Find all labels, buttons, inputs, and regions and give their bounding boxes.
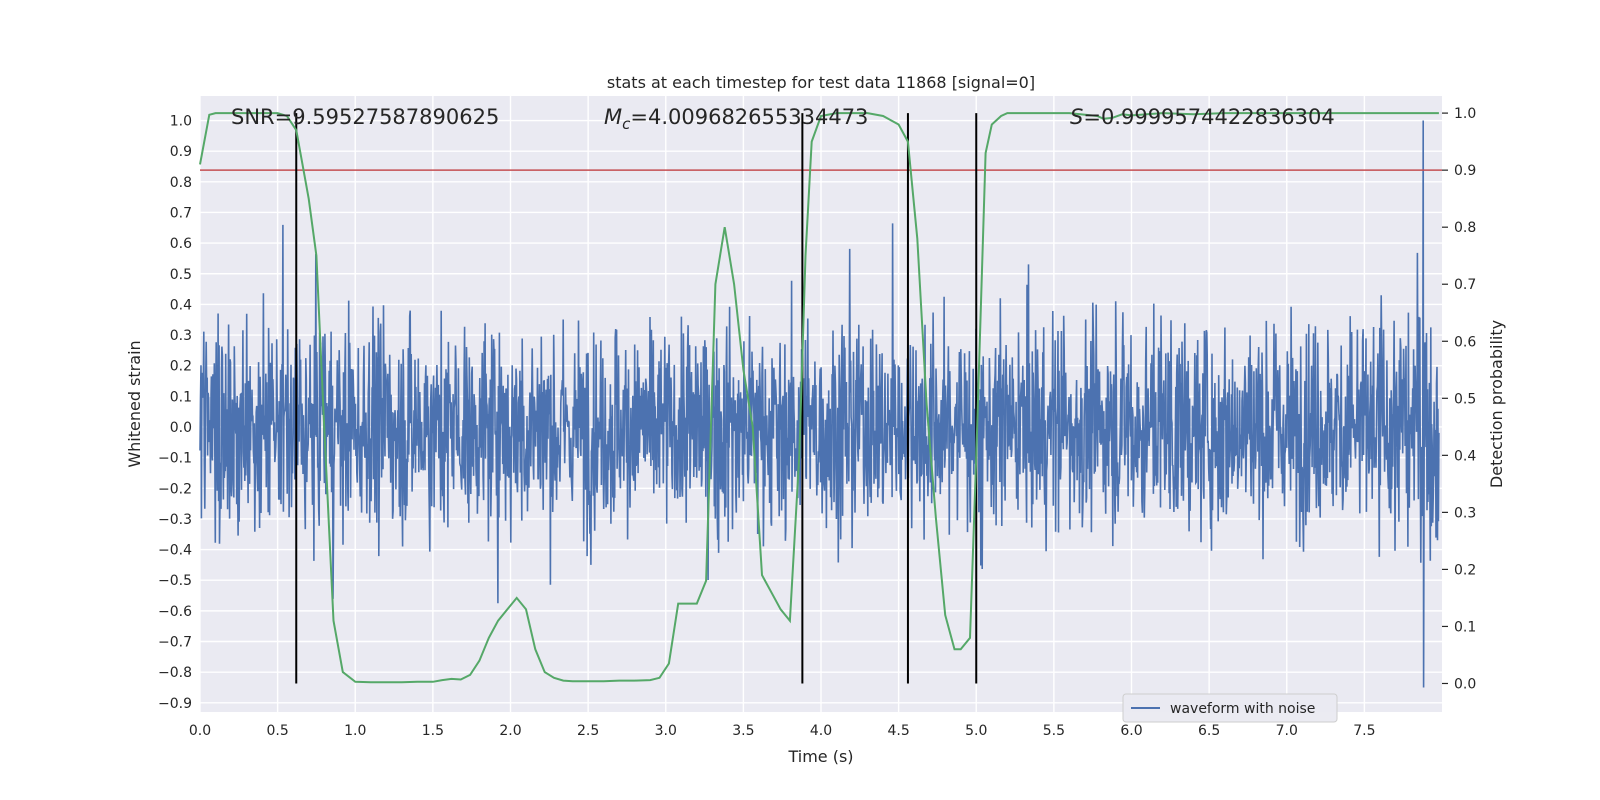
s-annotation: S=0.9999574422836304 [1070,105,1335,129]
x-tick-label: 3.0 [655,723,677,739]
mc-value: =4.009682655334473 [630,105,868,129]
detection-probability-series [199,112,1439,684]
mc-symbol: M [604,105,622,129]
x-tick-label: 3.5 [732,723,754,739]
x-tick-label: 4.5 [887,723,909,739]
x-tick-label: 6.5 [1198,723,1220,739]
x-tick-label: 1.5 [422,723,444,739]
legend: waveform with noise [1122,693,1338,723]
y-tick-label: 0.9 [170,144,192,160]
y-right-tick-label: 0.0 [1454,676,1476,692]
mc-subscript: c [622,115,631,133]
x-tick-label: 7.5 [1353,723,1375,739]
y-tick-label: −0.4 [158,543,192,559]
y-tick-label: 0.8 [170,175,192,191]
y-tick-label: −0.7 [158,635,192,651]
x-tick-label: 0.5 [266,723,288,739]
y-right-tick-label: 0.6 [1454,334,1476,350]
y-tick-label: 0.2 [170,359,192,375]
y-right-tick-label: 0.9 [1454,163,1476,179]
x-tick-label: 6.0 [1120,723,1142,739]
y-tick-label: −0.1 [158,451,192,467]
y-tick-label: 0.0 [170,420,192,436]
vertical-lines [295,113,978,684]
y-tick-label: 0.3 [170,328,192,344]
x-axis-ticks: 0.0 0.5 1.0 1.5 2.0 2.5 3.0 3.5 4.0 4.5 5.0 5.5 6.0 6… [189,723,1376,739]
x-tick-label: 2.0 [499,723,521,739]
x-tick-label: 1.0 [344,723,366,739]
legend-label: waveform with noise [1170,701,1315,717]
y-tick-label: 0.1 [170,389,192,405]
y-right-tick-label: 0.2 [1454,562,1476,578]
y-right-axis-label: Detection probability [1487,320,1506,488]
y-right-tick-label: 1.0 [1454,106,1476,122]
mc-annotation: Mc=4.009682655334473 [604,105,868,133]
y-right-tick-label: 0.8 [1454,220,1476,236]
y-tick-label: −0.2 [158,481,192,497]
x-tick-label: 0.0 [189,723,211,739]
y-tick-label: −0.6 [158,604,192,620]
waveform-trace [199,120,1440,688]
y-tick-label: 0.6 [170,236,192,252]
s-symbol: S [1070,105,1083,129]
y-right-tick-label: 0.4 [1454,448,1476,464]
y-axis-ticks: 1.0 0.9 0.8 0.7 0.6 0.5 0.4 0.3 0.2 0.1 0.0 −0.1 −0.… [158,114,192,712]
y-tick-label: 1.0 [170,114,192,130]
y-right-tick-label: 0.5 [1454,391,1476,407]
y-right-tick-label: 0.1 [1454,619,1476,635]
detection-probability-line [199,112,1439,684]
x-tick-label: 4.0 [810,723,832,739]
y-right-tick-label: 0.7 [1454,277,1476,293]
y-tick-label: 0.4 [170,297,192,313]
x-tick-label: 5.0 [965,723,987,739]
y-tick-label: −0.3 [158,512,192,528]
y-axis-label: Whitened strain [125,340,144,467]
y-right-tick-label: 0.3 [1454,505,1476,521]
x-axis-label: Time (s) [787,747,853,766]
y-tick-label: 0.5 [170,267,192,283]
y-tick-label: 0.7 [170,205,192,221]
y-right-axis-ticks: 1.0 0.9 0.8 0.7 0.6 0.5 0.4 0.3 0.2 0.1 0.0 [1442,106,1476,692]
y-tick-label: −0.9 [158,696,192,712]
legend-box [1122,693,1338,723]
chart-title: stats at each timestep for test data 118… [607,73,1035,92]
x-tick-label: 2.5 [577,723,599,739]
y-tick-label: −0.8 [158,665,192,681]
x-tick-label: 7.0 [1276,723,1298,739]
snr-annotation: SNR=9.59527587890625 [231,105,499,129]
s-value: =0.9999574422836304 [1083,105,1334,129]
y-tick-label: −0.5 [158,573,192,589]
x-tick-label: 5.5 [1043,723,1065,739]
waveform-with-noise-series [199,120,1440,688]
